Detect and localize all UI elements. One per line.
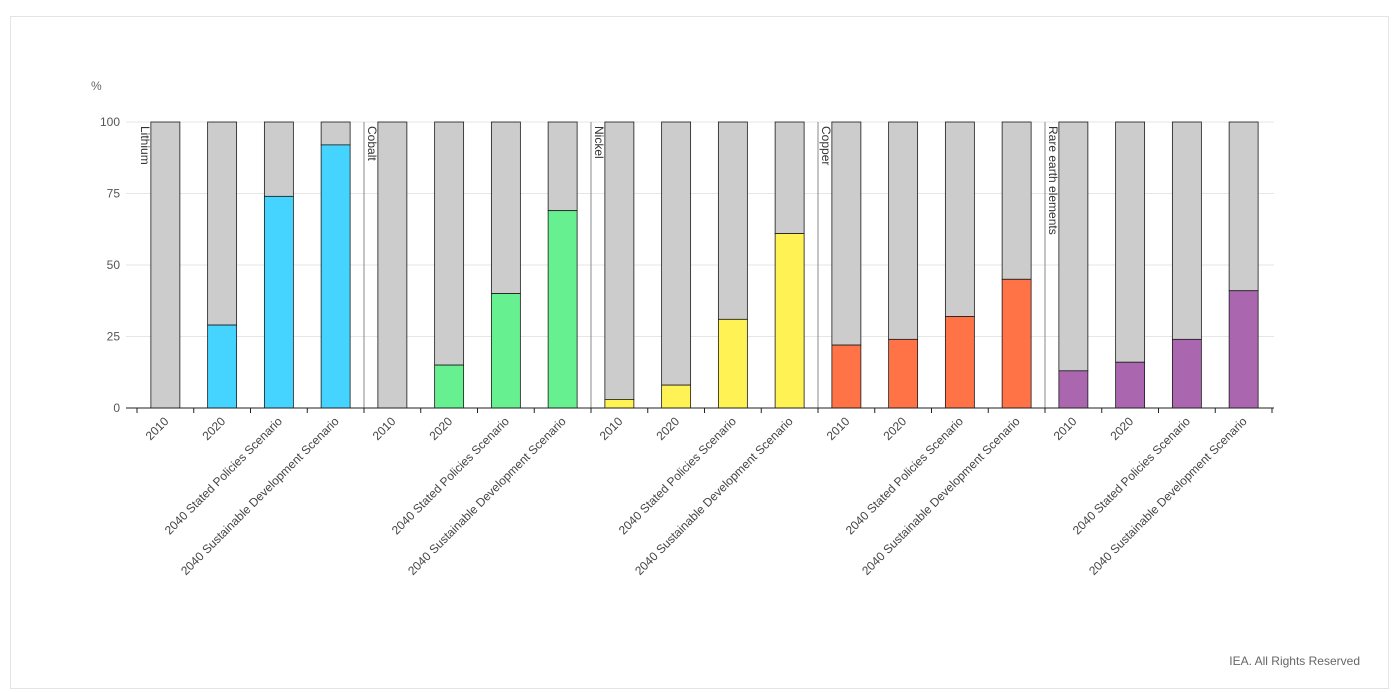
y-axis-unit-label: %	[91, 79, 102, 93]
bar-remainder-nickel-1	[661, 121, 692, 386]
bar-value-copper-0	[831, 344, 862, 409]
x-tick-label-cobalt-1: 2020	[426, 414, 455, 443]
bar-remainder-lithium-1	[207, 121, 238, 326]
bar-remainder-lithium-3	[320, 121, 351, 146]
bar-remainder-nickel-2	[717, 121, 748, 320]
x-tick-label-nickel-2: 2040 Stated Policies Scenario	[616, 414, 739, 537]
x-tick-label-lithium-1: 2020	[199, 414, 228, 443]
x-tick-label-lithium-0: 2010	[143, 414, 172, 443]
bar-remainder-lithium-2	[263, 121, 294, 197]
x-tick-label-copper-2: 2040 Stated Policies Scenario	[843, 414, 966, 537]
bar-remainder-cobalt-1	[434, 121, 465, 366]
y-tick-label-0: 0	[113, 401, 120, 415]
y-tick-label-100: 100	[100, 115, 120, 129]
x-tick-label-lithium-2: 2040 Stated Policies Scenario	[162, 414, 285, 537]
bar-remainder-copper-2	[944, 121, 975, 317]
x-tick-label-nickel-0: 2010	[597, 414, 626, 443]
bar-value-rare-earth-elements-0	[1058, 370, 1089, 409]
chart-frame: 0 25 50 75 100% 2010 2020 2040 Stated Policies …	[10, 16, 1389, 689]
bar-remainder-cobalt-3	[547, 121, 578, 212]
group-label-nickel: Nickel	[592, 126, 606, 159]
bar-remainder-rare-earth-elements-2	[1171, 121, 1202, 340]
bar-value-cobalt-2	[490, 293, 521, 409]
bar-remainder-rare-earth-elements-0	[1058, 121, 1089, 372]
bar-remainder-nickel-3	[774, 121, 805, 234]
bar-remainder-copper-1	[888, 121, 919, 340]
y-tick-label-50: 50	[107, 258, 121, 272]
x-tick-label-copper-1: 2020	[880, 414, 909, 443]
group-label-lithium: Lithium	[138, 126, 152, 165]
bar-value-rare-earth-elements-1	[1115, 361, 1146, 409]
bar-value-nickel-0	[604, 399, 635, 409]
bar-remainder-cobalt-0	[377, 121, 408, 409]
bar-remainder-nickel-0	[604, 121, 635, 400]
bar-value-cobalt-1	[434, 364, 465, 409]
bar-value-lithium-2	[263, 195, 294, 409]
y-tick-label-25: 25	[107, 330, 121, 344]
x-tick-label-rare-earth-elements-0: 2010	[1051, 414, 1080, 443]
bar-value-copper-1	[888, 338, 919, 409]
bar-value-copper-3	[1001, 278, 1032, 409]
x-tick-label-rare-earth-elements-1: 2020	[1107, 414, 1136, 443]
x-tick-label-copper-0: 2010	[824, 414, 853, 443]
x-tick-label-rare-earth-elements-2: 2040 Stated Policies Scenario	[1070, 414, 1193, 537]
bar-value-copper-2	[944, 316, 975, 409]
bar-value-rare-earth-elements-3	[1228, 290, 1259, 409]
bar-value-lithium-3	[320, 144, 351, 409]
bar-value-rare-earth-elements-2	[1171, 338, 1202, 409]
group-label-copper: Copper	[819, 126, 833, 165]
bar-remainder-rare-earth-elements-3	[1228, 121, 1259, 292]
group-label-rare-earth-elements: Rare earth elements	[1046, 126, 1060, 235]
group-label-cobalt: Cobalt	[365, 126, 379, 161]
bar-value-lithium-1	[207, 324, 238, 409]
y-tick-label-75: 75	[107, 187, 121, 201]
bar-remainder-copper-3	[1001, 121, 1032, 280]
bar-remainder-lithium-0	[150, 121, 181, 409]
bar-remainder-copper-0	[831, 121, 862, 346]
bar-value-nickel-2	[717, 318, 748, 409]
grid-lines	[126, 121, 1274, 337]
bar-value-cobalt-3	[547, 210, 578, 409]
axes	[126, 122, 1274, 413]
bar-remainder-rare-earth-elements-1	[1115, 121, 1146, 363]
bars	[150, 121, 1259, 409]
copyright-notice: IEA. All Rights Reserved	[1229, 654, 1360, 668]
bar-value-nickel-3	[774, 233, 805, 409]
x-tick-label-nickel-1: 2020	[653, 414, 682, 443]
x-tick-label-cobalt-2: 2040 Stated Policies Scenario	[389, 414, 512, 537]
x-tick-label-cobalt-0: 2010	[370, 414, 399, 443]
bar-remainder-cobalt-2	[490, 121, 521, 295]
bar-value-nickel-1	[661, 384, 692, 409]
